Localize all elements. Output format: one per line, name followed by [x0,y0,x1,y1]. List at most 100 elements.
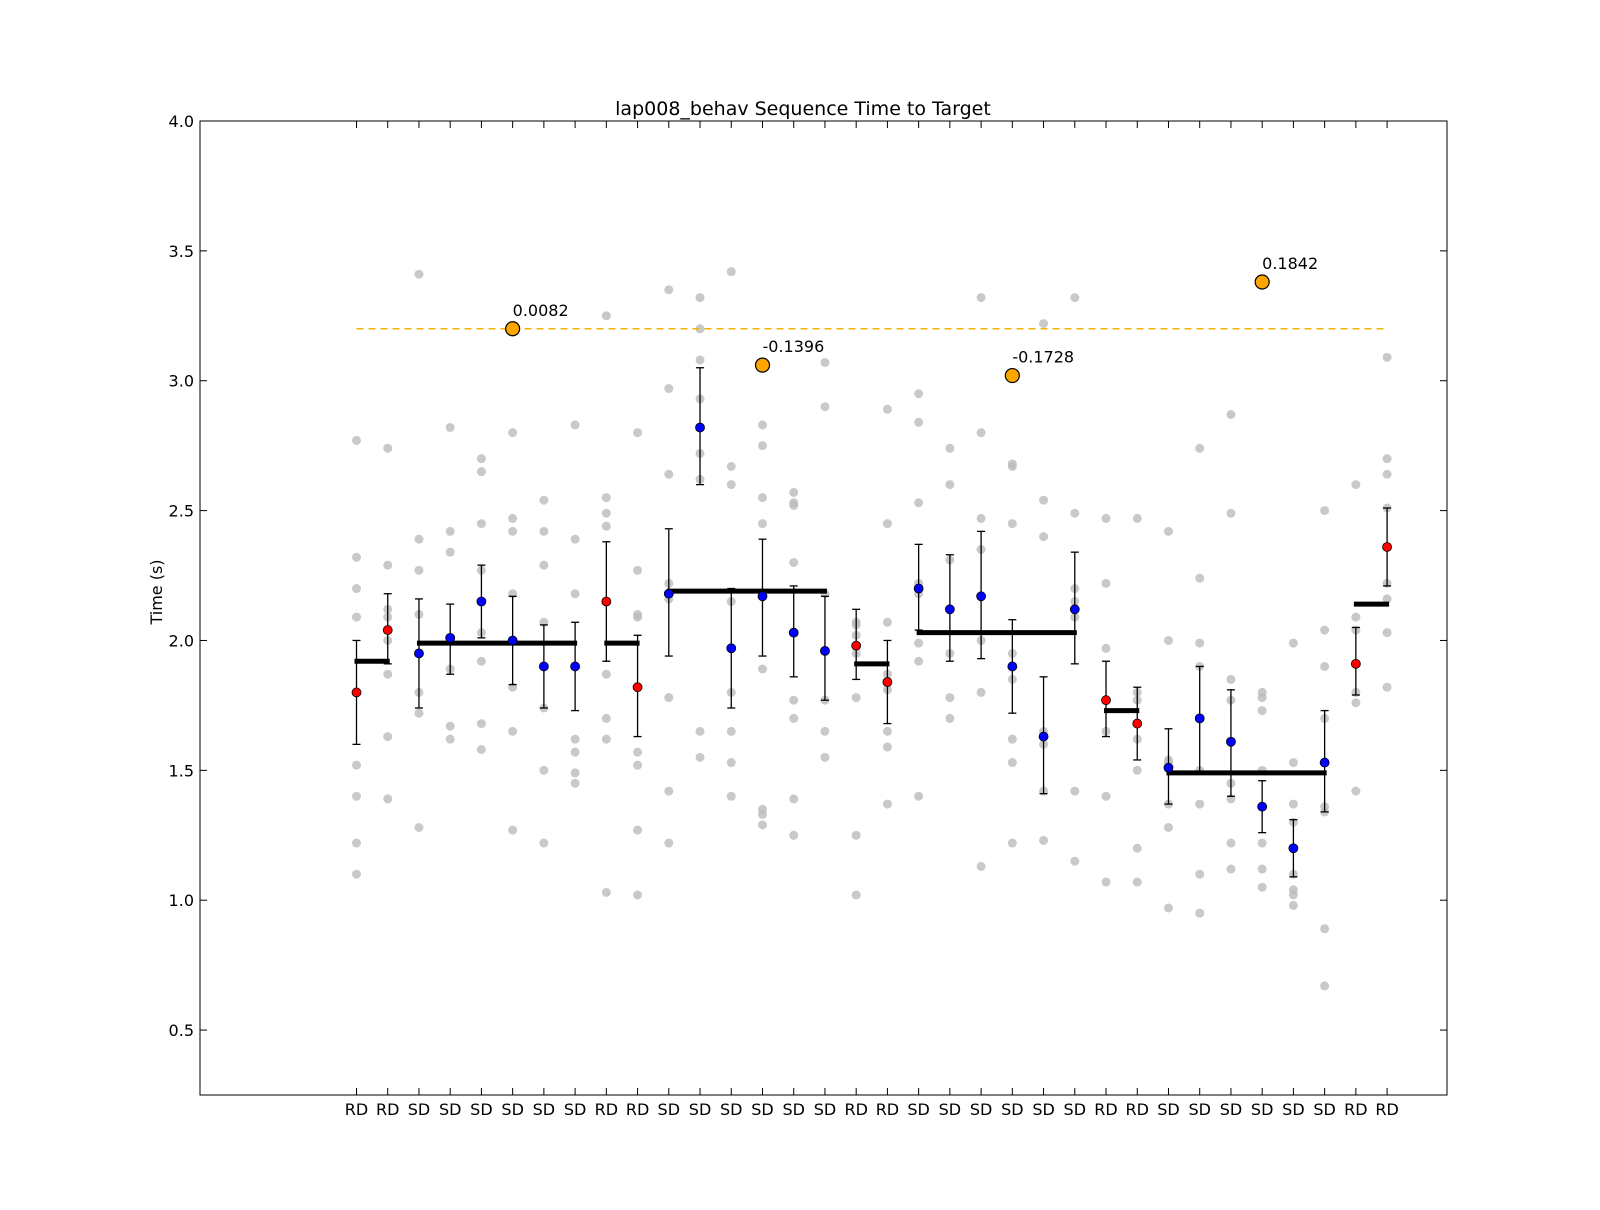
trial-point [882,742,892,752]
trial-point [1101,877,1111,887]
mean-point [1319,757,1330,768]
trial-point [352,791,361,801]
trial-point [1351,612,1361,622]
mean-point [1101,695,1111,706]
trial-point [1288,890,1298,900]
trial-point [508,825,518,835]
trial-point [789,794,799,804]
x-tick-label: SD [1157,1100,1179,1119]
y-tick-label: 1.5 [169,761,194,780]
mean-point [632,682,643,693]
trial-point [352,584,361,594]
trial-point [757,493,767,503]
trial-point [1070,786,1080,796]
mean-point [882,677,893,687]
mean-point [1194,713,1205,724]
trial-point [1382,352,1392,362]
trial-point [695,355,705,365]
trial-point [1195,638,1205,648]
trial-point [882,617,892,627]
trial-point [976,513,986,523]
trial-point [726,480,736,490]
trial-point [1382,682,1392,692]
trial-point [945,443,955,453]
trial-point [757,441,767,451]
trial-point [383,669,393,679]
trial-point [1039,835,1049,845]
trial-point [914,389,924,399]
trial-point [445,422,455,432]
trial-point [789,500,799,510]
trial-point [414,708,424,718]
trial-point [508,513,518,523]
trial-point [601,311,611,321]
trial-point [1039,532,1049,542]
trial-point [914,656,924,666]
trial-point [789,487,799,497]
trial-point [726,726,736,736]
highlight-label: 0.1842 [1262,254,1318,273]
trial-point [1195,799,1205,809]
trial-point [1320,506,1330,516]
trial-point [914,498,924,508]
trial-point [757,809,767,819]
trial-point [601,521,611,531]
trial-point [476,519,486,529]
x-tick-label: SD [470,1100,492,1119]
trial-point [383,732,393,742]
mean-point [788,627,799,638]
x-tick-label: SD [720,1100,742,1119]
trial-point [1195,908,1205,918]
trial-point [1101,578,1111,588]
trial-point [914,417,924,427]
x-tick-label: SD [439,1100,461,1119]
trial-point [820,752,830,762]
trial-point [1382,454,1392,464]
trial-point [789,830,799,840]
trial-point [914,791,924,801]
y-tick-label: 0.5 [169,1021,194,1040]
trial-point [1257,706,1267,716]
trial-point [633,612,643,622]
y-tick-label: 2.5 [169,502,194,521]
trial-point [1195,869,1205,879]
trial-point [1288,900,1298,910]
trial-point [1257,864,1267,874]
x-tick-label: RD [1344,1100,1367,1119]
mean-point [944,604,955,615]
x-tick-label: SD [939,1100,961,1119]
highlight-point [754,357,771,373]
trial-point [1132,843,1142,853]
trial-point [601,493,611,503]
trial-point [1195,443,1205,453]
trial-point [601,713,611,723]
mean-point [538,661,549,672]
x-tick-label: SD [689,1100,711,1119]
x-tick-label: SD [501,1100,523,1119]
highlight-label: -0.1728 [1012,348,1074,367]
mean-point [351,687,362,698]
mean-point [1350,658,1361,669]
mean-point [1038,731,1049,742]
trial-point [414,565,424,575]
x-tick-label: SD [1313,1100,1335,1119]
trial-point [726,461,736,471]
mean-point [414,648,424,659]
highlight-point [1004,367,1020,384]
trial-point [851,830,861,840]
trial-point [445,526,455,536]
trial-point [476,656,486,666]
plot-frame [199,120,1448,1096]
trial-point [851,693,861,703]
trial-point [1101,643,1111,653]
trial-point [570,747,580,757]
trial-point [352,838,361,848]
trial-point [570,534,580,544]
trial-point [976,861,986,871]
mean-point [601,596,612,607]
trial-point [601,887,611,897]
x-tick-label: RD [595,1100,618,1119]
trial-point [1351,698,1361,708]
trial-point [726,791,736,801]
trial-point [664,693,674,703]
